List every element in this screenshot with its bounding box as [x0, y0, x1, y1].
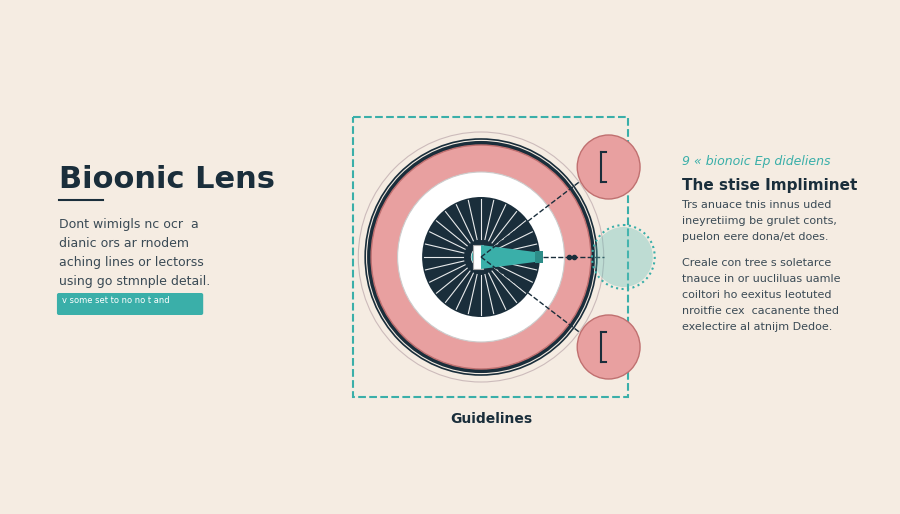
Bar [473, 245, 483, 269]
Text: Guidelines: Guidelines [450, 412, 532, 426]
Text: Trs anuace tnis innus uded: Trs anuace tnis innus uded [682, 200, 832, 210]
Circle shape [398, 172, 564, 342]
FancyBboxPatch shape [57, 293, 203, 315]
Circle shape [594, 227, 652, 287]
Text: v some set to no no t and: v some set to no no t and [62, 296, 169, 305]
Text: ineyretiimg be grulet conts,: ineyretiimg be grulet conts, [682, 216, 837, 226]
Text: dianic ors ar rnodem: dianic ors ar rnodem [58, 237, 189, 250]
Text: The stise Impliminet: The stise Impliminet [682, 178, 858, 193]
Text: aching lines or lectorss: aching lines or lectorss [58, 256, 203, 269]
Circle shape [577, 315, 640, 379]
Text: puelon eere dona/et does.: puelon eere dona/et does. [682, 232, 829, 242]
Text: nroitfie cex  cacanente thed: nroitfie cex cacanente thed [682, 306, 840, 316]
Circle shape [368, 142, 594, 372]
Text: tnauce in or uucliluas uamle: tnauce in or uucliluas uamle [682, 274, 841, 284]
Text: Dont wimigls nc ocr  a: Dont wimigls nc ocr a [58, 218, 199, 231]
Circle shape [422, 197, 540, 317]
Circle shape [472, 247, 491, 267]
Circle shape [577, 135, 640, 199]
Circle shape [371, 145, 591, 369]
Text: using go stmnple detail.: using go stmnple detail. [58, 275, 211, 288]
Text: exelectire al atnijm Dedoe.: exelectire al atnijm Dedoe. [682, 322, 833, 332]
Text: 9 « bionoic Ep dideliens: 9 « bionoic Ep dideliens [682, 155, 831, 168]
Bar [354, 117, 628, 397]
Text: Bioonic Lens: Bioonic Lens [58, 165, 274, 194]
Polygon shape [481, 245, 535, 269]
Text: Creale con tree s soletarce: Creale con tree s soletarce [682, 258, 832, 268]
Bar [535, 251, 543, 263]
Text: coiltori ho eexitus leotuted: coiltori ho eexitus leotuted [682, 290, 832, 300]
